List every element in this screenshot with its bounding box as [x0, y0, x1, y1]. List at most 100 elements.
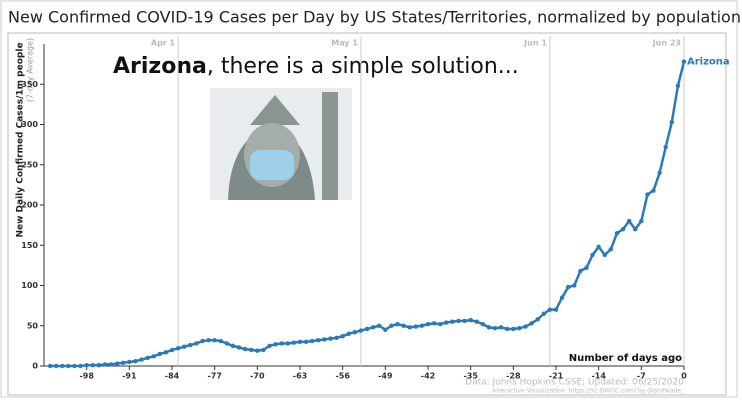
x-tick-label: -70 [250, 372, 265, 381]
point [547, 307, 553, 312]
point [279, 341, 284, 346]
point [584, 265, 589, 270]
point [175, 346, 181, 351]
point [529, 321, 534, 326]
point [358, 328, 364, 333]
chart-title: New Confirmed COVID-19 Cases per Day by … [8, 8, 741, 27]
point [352, 329, 358, 335]
point [364, 326, 370, 332]
point [212, 338, 217, 343]
point [285, 341, 291, 346]
y-tick-label: 50 [27, 321, 39, 330]
point [291, 340, 297, 345]
point [669, 119, 675, 125]
frame [0, 0, 738, 398]
x-tick-label: -49 [378, 372, 393, 381]
point [236, 345, 242, 350]
point [407, 325, 412, 330]
point [267, 343, 272, 349]
point [328, 336, 333, 341]
point [456, 318, 461, 324]
point [346, 331, 351, 336]
y-tick-label: 250 [21, 160, 38, 169]
series-label: Arizona [687, 57, 730, 68]
point [620, 226, 626, 232]
point [450, 319, 455, 324]
point [218, 338, 223, 344]
x-tick-label: -56 [335, 372, 350, 381]
point [639, 218, 644, 224]
point [480, 321, 486, 327]
point [602, 252, 607, 258]
x-tick-label: 0 [681, 372, 687, 381]
point [127, 359, 132, 365]
point [273, 342, 278, 347]
point [133, 358, 138, 364]
point [474, 319, 479, 324]
point [383, 327, 388, 332]
point [419, 323, 425, 328]
point [157, 351, 163, 357]
source: Data: Johns Hopkins CSSE; Updated: 06/25… [465, 378, 684, 388]
headline: Arizona, there is a simple solution... [113, 54, 519, 79]
point [78, 363, 83, 369]
x-tick-label: -14 [591, 372, 606, 381]
point [188, 342, 193, 348]
date-label: Apr 1 [151, 39, 176, 48]
date-label: May 1 [331, 39, 358, 48]
point [517, 325, 522, 331]
point [681, 59, 687, 64]
point [486, 325, 492, 330]
point [84, 362, 89, 368]
point [596, 244, 601, 250]
point [303, 339, 309, 345]
x-tick-label: -35 [463, 372, 478, 381]
point [261, 347, 266, 353]
point [401, 323, 406, 328]
x-tick-label: -28 [506, 372, 521, 381]
point [389, 323, 394, 328]
point [121, 360, 126, 365]
point [72, 363, 77, 369]
date-label: Jun 23 [652, 39, 681, 48]
point [608, 247, 614, 252]
point [614, 230, 620, 236]
point [145, 355, 150, 361]
x-tick-label: -98 [79, 372, 94, 381]
point [370, 325, 376, 330]
point [255, 348, 260, 353]
x-tick-label: -63 [293, 372, 307, 381]
point [194, 341, 199, 346]
point [395, 321, 400, 327]
y-tick-label: 350 [21, 80, 38, 89]
point [633, 226, 638, 232]
point [309, 338, 315, 344]
y-tick-label: 300 [21, 120, 38, 129]
point [523, 324, 528, 329]
point [425, 321, 431, 327]
point [498, 325, 504, 330]
point [431, 321, 437, 326]
point [377, 323, 382, 328]
x-axis-label: Number of days ago [569, 353, 682, 364]
point [572, 283, 577, 288]
x-tick-label: -84 [165, 372, 180, 381]
y-tick-label: 200 [21, 201, 38, 210]
point [413, 324, 419, 329]
point [242, 346, 248, 352]
y-tick-label: 150 [21, 241, 38, 250]
point [53, 363, 59, 369]
point [437, 321, 443, 327]
point [206, 338, 211, 343]
x-tick-label: -7 [637, 372, 646, 381]
point [505, 326, 510, 332]
point [590, 252, 595, 258]
point [60, 363, 65, 369]
point [224, 341, 230, 346]
point [139, 357, 144, 362]
point [151, 354, 156, 359]
point [90, 362, 95, 368]
point [553, 307, 559, 312]
point [297, 339, 303, 345]
